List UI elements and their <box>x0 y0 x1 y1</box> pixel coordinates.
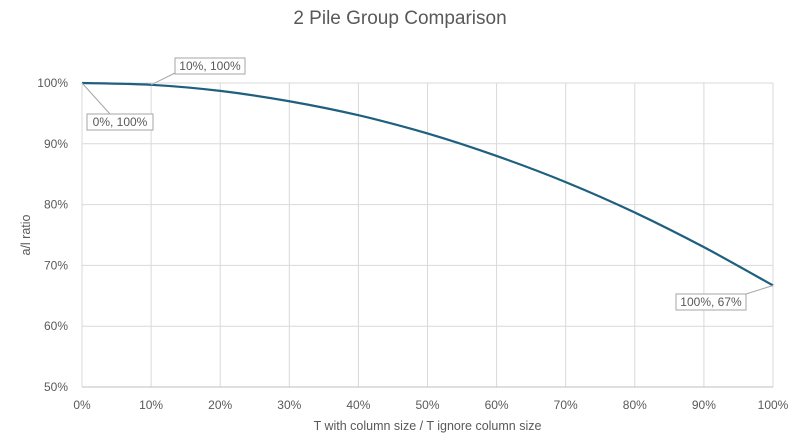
x-tick-label: 100% <box>758 398 789 412</box>
x-tick-label: 20% <box>208 398 232 412</box>
data-label: 0%, 100% <box>93 115 148 129</box>
x-tick-label: 50% <box>415 398 439 412</box>
callout-box <box>675 293 747 311</box>
y-tick-label: 70% <box>44 258 68 272</box>
callout-leader <box>150 72 176 86</box>
y-axis-title: a/l ratio <box>19 214 33 255</box>
x-tick-label: 80% <box>623 398 647 412</box>
chart-title: 2 Pile Group Comparison <box>293 8 507 29</box>
x-tick-label: 70% <box>554 398 578 412</box>
data-callouts: 0%, 100% 10%, 100% 100%, 67% <box>81 57 774 311</box>
x-axis-title: T with column size / T ignore column siz… <box>314 419 542 433</box>
x-tick-label: 10% <box>139 398 163 412</box>
callout-leader <box>745 284 774 295</box>
data-label: 100%, 67% <box>680 295 742 309</box>
callout-leader <box>81 82 111 115</box>
axes <box>81 83 773 388</box>
data-label: 10%, 100% <box>179 59 241 73</box>
x-tick-label: 60% <box>485 398 509 412</box>
gridlines <box>82 82 774 387</box>
y-tick-label: 80% <box>44 198 68 212</box>
callout-box <box>86 113 154 131</box>
x-tick-label: 90% <box>692 398 716 412</box>
x-tick-label: 0% <box>73 398 91 412</box>
y-tick-label: 60% <box>44 319 68 333</box>
y-tick-label: 100% <box>37 76 68 90</box>
y-tick-label: 50% <box>44 380 68 394</box>
callout-box <box>174 57 246 75</box>
x-tick-label: 40% <box>346 398 370 412</box>
x-tick-label: 30% <box>277 398 301 412</box>
y-tick-label: 90% <box>44 137 68 151</box>
tick-labels: 0% 10% 20% 30% 40% 50% 60% 70% 80% 90% 100% 50% 60% 7… <box>37 76 788 412</box>
